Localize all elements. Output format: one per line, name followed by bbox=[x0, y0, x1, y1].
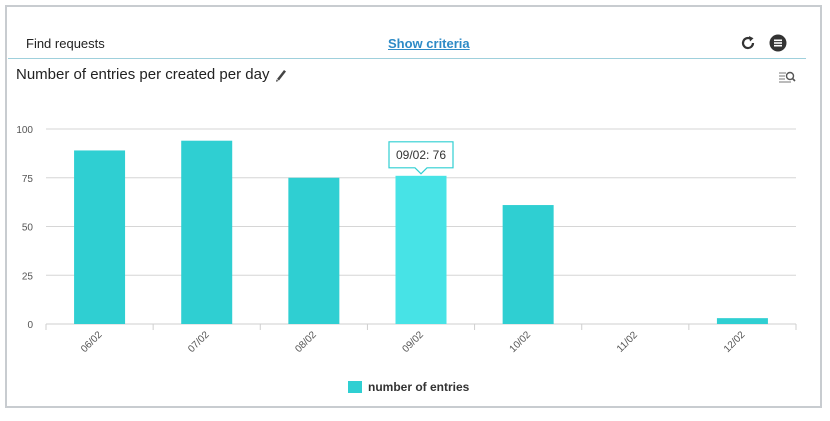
y-tick-label: 100 bbox=[16, 125, 33, 136]
x-tick-label: 12/02 bbox=[722, 329, 748, 355]
panel-title: Find requests bbox=[26, 36, 105, 51]
panel-header: Find requests Show criteria bbox=[8, 30, 806, 59]
pencil-icon[interactable] bbox=[275, 68, 287, 82]
x-tick-label: 06/02 bbox=[79, 329, 105, 355]
y-tick-label: 0 bbox=[27, 320, 33, 331]
header-actions bbox=[738, 33, 788, 53]
bar[interactable] bbox=[502, 205, 554, 324]
bar[interactable] bbox=[716, 318, 768, 324]
show-criteria-link[interactable]: Show criteria bbox=[388, 36, 470, 51]
chart-title-group: Number of entries per created per day bbox=[16, 66, 287, 83]
y-tick-label: 50 bbox=[22, 223, 34, 234]
header-divider bbox=[8, 58, 806, 59]
y-tick-label: 25 bbox=[22, 271, 34, 282]
x-tick-label: 11/02 bbox=[615, 329, 640, 354]
tooltip-text: 09/02: 76 bbox=[396, 148, 446, 162]
bar[interactable] bbox=[74, 150, 126, 324]
x-tick-label: 09/02 bbox=[400, 329, 426, 355]
x-tick-label: 10/02 bbox=[508, 329, 534, 355]
x-tick-label: 08/02 bbox=[293, 329, 319, 355]
refresh-icon[interactable] bbox=[738, 33, 758, 53]
bar-chart: 0 25 50 75 100 06/02 07/02 08/02 09/02 10/02 11/02… bbox=[16, 125, 797, 355]
legend-item[interactable]: number of entries bbox=[348, 380, 469, 394]
legend-label: number of entries bbox=[368, 380, 470, 394]
tooltip-box bbox=[388, 141, 454, 175]
bar[interactable] bbox=[395, 175, 447, 324]
menu-icon[interactable] bbox=[768, 33, 788, 53]
x-tick-label: 07/02 bbox=[186, 329, 212, 355]
zoom-icon[interactable] bbox=[779, 70, 797, 86]
legend-swatch bbox=[348, 381, 362, 393]
y-tick-label: 75 bbox=[22, 174, 34, 185]
chart-title: Number of entries per created per day bbox=[16, 66, 270, 83]
bar[interactable] bbox=[181, 140, 233, 324]
bar[interactable] bbox=[288, 177, 340, 324]
